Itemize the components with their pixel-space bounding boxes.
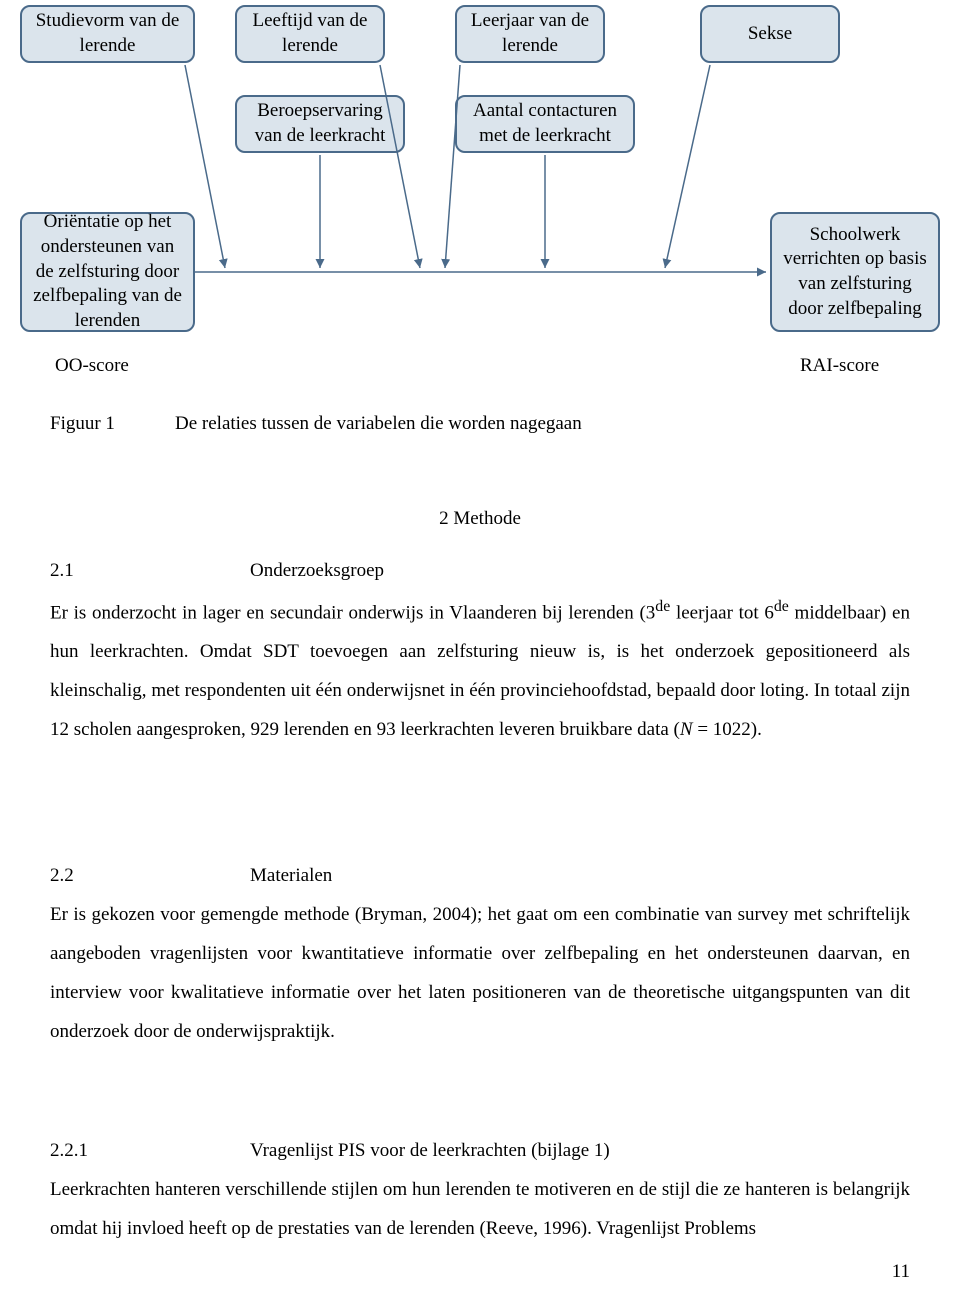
section-2-1: 2.1 Onderzoeksgroep Er is onderzocht in … [50,540,910,750]
paragraph-2-2-1: Leerkrachten hanteren verschillende stij… [50,1171,910,1249]
section-number: 2.1 [50,552,250,591]
section-title: Vragenlijst PIS voor de leerkrachten (bi… [250,1132,610,1171]
figure-number: Figuur 1 [50,405,175,444]
section-title: Materialen [250,857,332,896]
section-number: 2.2.1 [50,1132,250,1171]
page: Studievorm van de lerende Leeftijd van d… [0,0,960,1303]
section-methode-title: 2 Methode [50,500,910,539]
figure-caption-row: Figuur 1 De relaties tussen de variabele… [50,405,910,444]
paragraph-2-1: Er is onderzocht in lager en secundair o… [50,591,910,750]
section-number: 2.2 [50,857,250,896]
section-2-2-1: 2.2.1 Vragenlijst PIS voor de leerkracht… [50,1120,910,1249]
section-title: Onderzoeksgroep [250,552,384,591]
figure-caption: De relaties tussen de variabelen die wor… [175,405,582,444]
page-number: 11 [892,1261,910,1283]
section-2-2: 2.2 Materialen Er is gekozen voor gemeng… [50,845,910,1052]
diagram-area: Studievorm van de lerende Leeftijd van d… [0,0,960,370]
arrows-svg [0,0,960,370]
paragraph-2-2: Er is gekozen voor gemengde methode (Bry… [50,896,910,1052]
